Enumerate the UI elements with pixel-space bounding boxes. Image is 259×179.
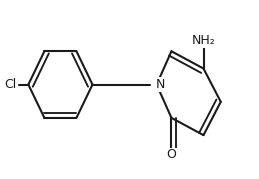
Text: O: O: [167, 148, 176, 161]
Text: Cl: Cl: [4, 78, 17, 91]
Text: N: N: [155, 78, 165, 91]
Text: NH₂: NH₂: [192, 34, 215, 47]
